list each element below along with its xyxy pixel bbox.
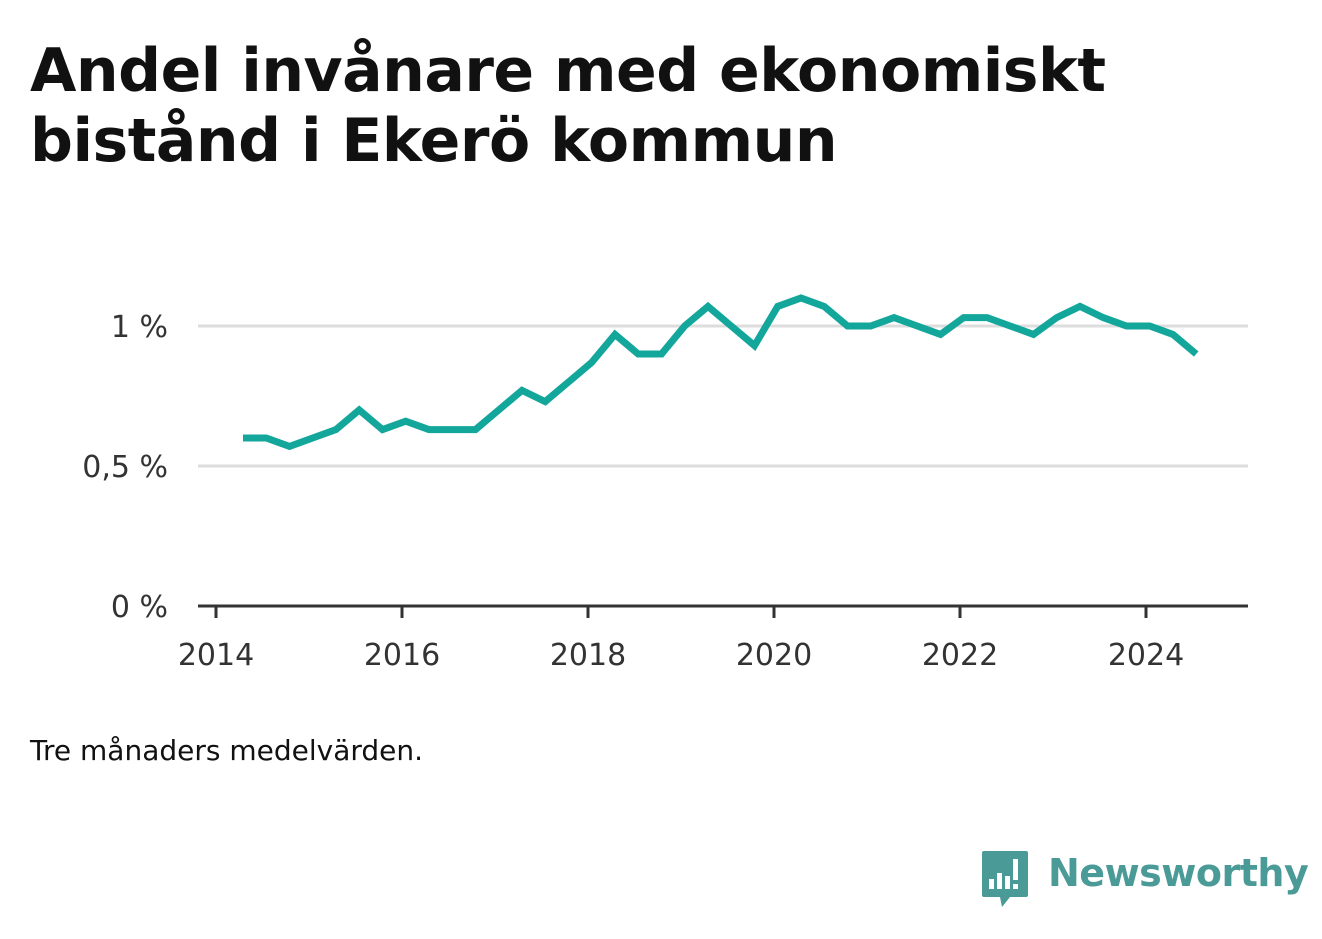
x-tick-label: 2018 (550, 638, 626, 673)
chart-title: Andel invånare med ekonomiskt bistånd i … (30, 36, 1106, 176)
x-tick-label: 2014 (178, 638, 254, 673)
y-axis-ticks: 0 % 0,5 % 1 % (82, 310, 168, 625)
x-tick-label: 2016 (364, 638, 440, 673)
logo-text: Newsworthy (1048, 851, 1309, 895)
chart-note: Tre månaders medelvärden. (30, 734, 424, 767)
newsworthy-logo: Newsworthy (980, 849, 1309, 911)
series-layer (243, 294, 1199, 451)
x-axis: 2014 2016 2018 2020 2022 2024 (178, 604, 1248, 673)
y-tick-label: 0,5 % (82, 450, 168, 485)
y-tick-label: 1 % (111, 310, 168, 345)
y-tick-label: 0 % (111, 590, 168, 625)
series-line (243, 294, 1199, 451)
grid-lines (198, 324, 1248, 468)
x-tick-label: 2024 (1108, 638, 1184, 673)
bar-chart-speech-bubble-icon (982, 851, 1028, 907)
line-chart: 0 % 0,5 % 1 % 2014 2016 2018 2020 2022 2024 (82, 294, 1248, 673)
x-tick-label: 2022 (922, 638, 998, 673)
x-tick-label: 2020 (736, 638, 812, 673)
